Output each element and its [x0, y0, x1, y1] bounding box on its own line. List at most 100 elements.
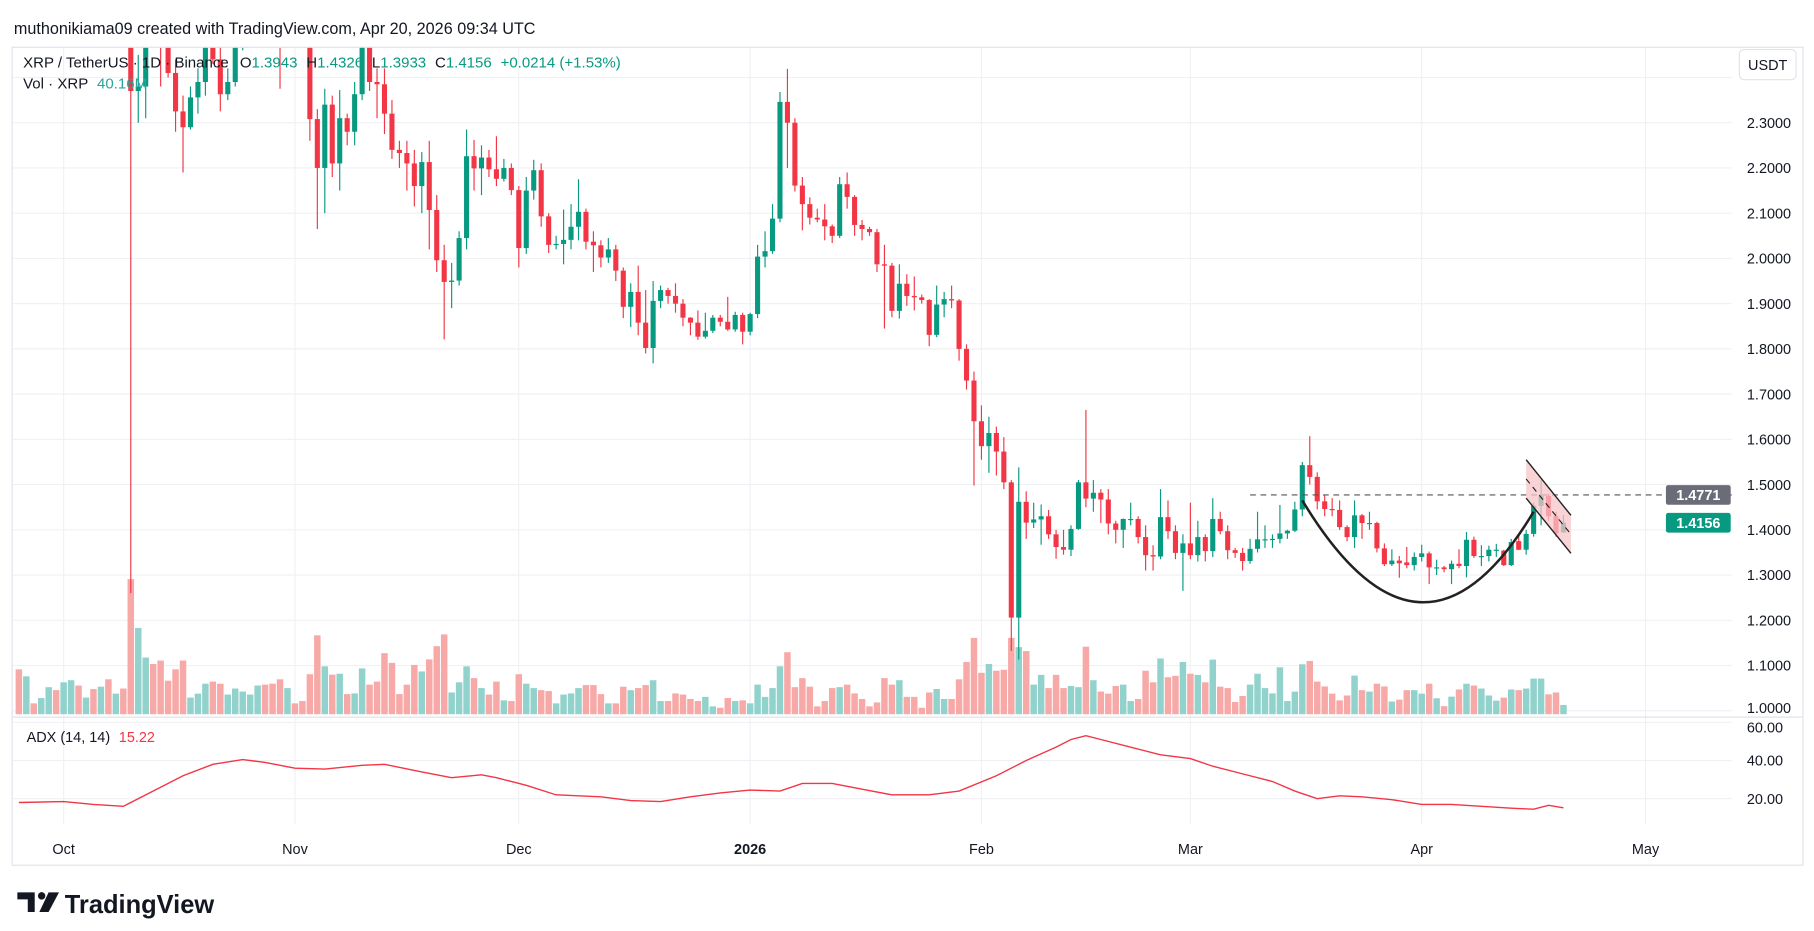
candle[interactable] — [583, 208, 589, 250]
candle[interactable] — [799, 176, 805, 231]
candle[interactable] — [1404, 547, 1410, 569]
candle[interactable] — [1143, 525, 1149, 571]
candle[interactable] — [919, 294, 925, 304]
candle[interactable] — [411, 149, 417, 207]
price-axis[interactable]: 2.3000 2.2000 2.1000 2.0000 1.9000 1.8000 1.70… — [1747, 116, 1791, 717]
candle[interactable] — [307, 14, 313, 141]
candle[interactable] — [1217, 511, 1223, 535]
candle[interactable] — [762, 231, 768, 268]
candle[interactable] — [769, 204, 776, 254]
candle[interactable] — [1195, 520, 1201, 562]
candle[interactable] — [635, 265, 641, 336]
candle[interactable] — [195, 68, 201, 114]
candle[interactable] — [1269, 534, 1276, 548]
candle[interactable] — [1337, 500, 1343, 530]
candle[interactable] — [1247, 538, 1253, 564]
candle[interactable] — [1172, 525, 1179, 560]
candle[interactable] — [568, 204, 574, 250]
candle[interactable] — [1053, 529, 1059, 559]
flag-lower-line[interactable] — [1525, 497, 1572, 554]
candle[interactable] — [1225, 525, 1231, 560]
candle[interactable] — [314, 109, 320, 230]
candle[interactable] — [456, 231, 462, 286]
candle[interactable] — [531, 159, 537, 200]
candle[interactable] — [747, 312, 753, 336]
candle[interactable] — [1486, 545, 1492, 562]
candle[interactable] — [665, 287, 671, 304]
candle[interactable] — [822, 204, 828, 241]
cup-arc[interactable] — [1301, 499, 1535, 604]
candle[interactable] — [1329, 498, 1335, 517]
candle[interactable] — [911, 276, 917, 311]
candle[interactable] — [993, 426, 999, 476]
candle[interactable] — [814, 208, 820, 223]
candle[interactable] — [1083, 409, 1089, 508]
candle[interactable] — [1292, 501, 1298, 533]
candle[interactable] — [232, 32, 238, 87]
candle[interactable] — [971, 371, 977, 486]
candle[interactable] — [344, 113, 350, 146]
candle[interactable] — [225, 68, 231, 101]
candle[interactable] — [881, 244, 887, 329]
candle[interactable] — [143, 0, 149, 119]
candle[interactable] — [575, 179, 582, 241]
candle[interactable] — [449, 262, 455, 309]
candle[interactable] — [941, 291, 947, 318]
candle[interactable] — [210, 10, 216, 64]
candle[interactable] — [389, 100, 395, 159]
candle[interactable] — [628, 283, 634, 328]
candle[interactable] — [546, 213, 552, 253]
candle[interactable] — [180, 95, 186, 173]
adx-legend[interactable]: ADX (14, 14) 15.22 — [27, 730, 155, 746]
candle[interactable] — [732, 311, 738, 332]
candle[interactable] — [978, 405, 984, 460]
candle[interactable] — [844, 172, 850, 209]
candle[interactable] — [1187, 502, 1193, 560]
candle[interactable] — [590, 231, 596, 272]
candle[interactable] — [1374, 521, 1380, 553]
candle[interactable] — [396, 140, 402, 168]
candle[interactable] — [478, 145, 485, 196]
candle[interactable] — [329, 95, 335, 177]
candle[interactable] — [187, 86, 194, 130]
candle[interactable] — [486, 149, 492, 177]
candle[interactable] — [426, 140, 432, 250]
candle[interactable] — [784, 68, 790, 168]
candle[interactable] — [464, 129, 470, 250]
candle[interactable] — [165, 32, 171, 78]
candle[interactable] — [1314, 472, 1320, 510]
candle[interactable] — [322, 88, 328, 214]
candle[interactable] — [1456, 549, 1462, 569]
candle[interactable] — [613, 244, 619, 282]
candle[interactable] — [926, 299, 932, 347]
candle[interactable] — [598, 240, 604, 268]
candle[interactable] — [1113, 520, 1119, 544]
candle[interactable] — [1023, 491, 1029, 539]
candle[interactable] — [217, 46, 223, 112]
candle[interactable] — [1254, 511, 1261, 553]
candle[interactable] — [359, 0, 365, 101]
candle[interactable] — [1120, 518, 1126, 548]
candle[interactable] — [471, 139, 477, 191]
candle[interactable] — [523, 176, 529, 254]
candle[interactable] — [1471, 536, 1477, 558]
candle[interactable] — [620, 267, 626, 319]
candle[interactable] — [1419, 544, 1425, 562]
candle[interactable] — [1031, 502, 1037, 529]
candle[interactable] — [1135, 516, 1141, 544]
flag-mid-line[interactable] — [1525, 478, 1572, 535]
candle[interactable] — [829, 224, 835, 244]
candle[interactable] — [687, 317, 693, 336]
candle[interactable] — [158, 10, 163, 87]
candle[interactable] — [680, 299, 686, 327]
candle[interactable] — [1351, 500, 1358, 548]
drawings[interactable] — [1250, 459, 1732, 604]
symbol-legend[interactable]: XRP / TetherUS · 1D · Binance O1.3943 H1… — [23, 55, 621, 72]
candle[interactable] — [1284, 529, 1290, 539]
candle[interactable] — [807, 197, 813, 225]
candle[interactable] — [1501, 549, 1507, 567]
candle[interactable] — [1075, 480, 1081, 530]
candle[interactable] — [419, 152, 425, 214]
candle[interactable] — [1232, 547, 1238, 558]
candle[interactable] — [1180, 534, 1186, 591]
